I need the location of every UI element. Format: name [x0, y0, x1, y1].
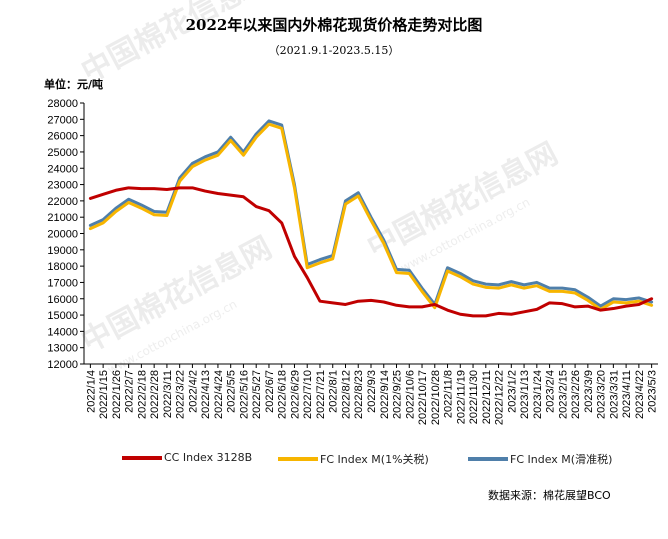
- x-tick-label: 2023/4/11: [621, 370, 633, 418]
- y-tick-label: 12000: [47, 359, 78, 371]
- x-tick-label: 2023/2/26: [570, 370, 582, 419]
- x-tick-label: 2022/8/12: [340, 370, 352, 419]
- x-tick-label: 2023/5/3: [647, 370, 659, 413]
- x-tick-label: 2022/6/29: [289, 370, 301, 419]
- y-tick-label: 21000: [47, 212, 78, 224]
- y-tick-label: 25000: [47, 147, 78, 159]
- x-tick-label: 2023/1/2: [506, 370, 518, 413]
- series-line-fc-index-tariff: [88, 122, 654, 311]
- legend-label: FC Index M(1%关税): [320, 453, 429, 466]
- x-tick-label: 2022/8/23: [353, 370, 365, 419]
- x-tick-label: 2023/1/24: [532, 370, 544, 419]
- y-tick-label: 18000: [47, 261, 78, 273]
- x-tick-label: 2022/9/25: [392, 370, 404, 419]
- x-tick-label: 2022/1/15: [98, 370, 110, 419]
- x-tick-label: 2022/11/30: [468, 370, 480, 424]
- x-tick-label: 2022/4/2: [187, 370, 199, 413]
- y-tick-label: 20000: [47, 229, 78, 241]
- x-tick-label: 2023/3/20: [596, 370, 608, 419]
- legend-label: FC Index M(滑准税): [510, 453, 613, 466]
- x-tick-label: 2022/11/8: [443, 370, 455, 418]
- y-tick-label: 23000: [47, 180, 78, 192]
- legend-item-cc-index: CC Index 3128B: [122, 451, 252, 464]
- x-tick-label: 2023/1/13: [519, 370, 531, 419]
- y-tick-label: 15000: [47, 310, 78, 322]
- legend-swatch: [468, 457, 508, 461]
- x-tick-label: 2023/2/4: [545, 370, 557, 413]
- x-tick-label: 2022/11/19: [455, 370, 467, 424]
- data-source-note: 数据来源：棉花展望BCO: [488, 489, 611, 502]
- x-tick-label: 2022/7/10: [302, 370, 314, 419]
- legend-item-fc-index-sliding: FC Index M(滑准税): [468, 451, 612, 467]
- x-tick-label: 2022/2/7: [124, 370, 136, 413]
- x-tick-label: 2022/10/17: [417, 370, 429, 425]
- x-tick-label: 2022/1/26: [111, 370, 123, 419]
- x-tick-label: 2022/5/16: [238, 370, 250, 419]
- legend-item-fc-index-tariff: FC Index M(1%关税): [278, 451, 429, 467]
- x-tick-label: 2022/5/5: [226, 370, 238, 413]
- x-tick-label: 2022/1/4: [85, 370, 97, 413]
- x-tick-label: 2023/3/31: [608, 370, 620, 419]
- y-tick-label: 13000: [47, 343, 78, 355]
- y-tick-label: 24000: [47, 163, 78, 175]
- legend-swatch: [278, 457, 318, 461]
- y-tick-label: 14000: [47, 326, 78, 338]
- y-tick-label: 19000: [47, 245, 78, 257]
- y-tick-label: 26000: [47, 131, 78, 143]
- x-tick-label: 2022/4/24: [213, 370, 225, 419]
- y-tick-label: 16000: [47, 294, 78, 306]
- x-tick-label: 2023/4/22: [634, 370, 646, 419]
- x-tick-label: 2022/6/7: [264, 370, 276, 413]
- y-axis-unit-label: 单位：元/吨: [44, 78, 104, 91]
- x-tick-label: 2022/7/21: [315, 370, 327, 419]
- y-tick-label: 17000: [47, 277, 78, 289]
- x-tick-label: 2022/2/18: [136, 370, 148, 419]
- legend-swatch: [122, 455, 162, 460]
- x-tick-label: 2022/4/13: [200, 370, 212, 419]
- x-tick-label: 2022/9/3: [366, 370, 378, 413]
- y-tick-label: 22000: [47, 196, 78, 208]
- x-tick-label: 2022/12/22: [494, 370, 506, 425]
- x-tick-label: 2023/2/15: [557, 370, 569, 419]
- x-tick-label: 2022/3/22: [175, 370, 187, 419]
- series-line-fc-index-sliding: [88, 119, 654, 308]
- x-tick-label: 2022/12/11: [481, 370, 493, 424]
- x-tick-label: 2022/3/11: [162, 370, 174, 418]
- y-tick-label: 28000: [47, 98, 78, 110]
- x-tick-label: 2022/6/18: [277, 370, 289, 419]
- x-tick-label: 2022/10/28: [430, 370, 442, 425]
- x-tick-label: 2022/10/6: [404, 370, 416, 419]
- x-tick-label: 2022/2/28: [149, 370, 161, 419]
- x-tick-label: 2022/9/14: [379, 370, 391, 419]
- x-tick-label: 2023/3/9: [583, 370, 595, 413]
- x-tick-label: 2022/5/27: [251, 370, 263, 419]
- series-line-cc-index: [88, 186, 654, 318]
- chart-subtitle: （2021.9.1-2023.5.15）: [268, 44, 400, 57]
- chart-title: 2022年以来国内外棉花现货价格走势对比图: [185, 16, 483, 34]
- x-tick-label: 2022/8/1: [328, 370, 340, 413]
- legend-label: CC Index 3128B: [164, 451, 253, 464]
- y-tick-label: 27000: [47, 114, 78, 126]
